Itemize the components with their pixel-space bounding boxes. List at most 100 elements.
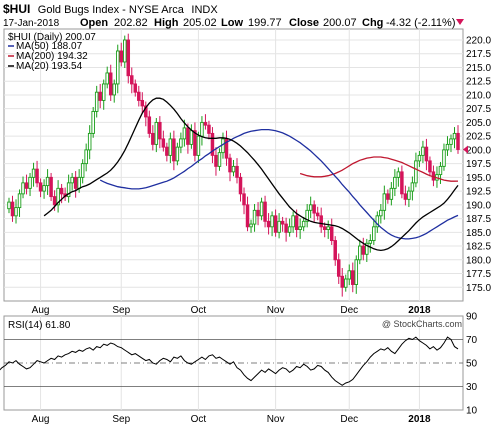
candle [133, 79, 138, 97]
candle-body [256, 209, 260, 217]
candle-body [315, 212, 320, 217]
candle [312, 200, 316, 223]
candle-body [203, 121, 208, 126]
candle [84, 143, 88, 172]
close-value: 200.07 [323, 17, 357, 29]
candle-body [175, 146, 180, 162]
price-x-tick: 2018 [408, 305, 431, 316]
rsi-y-tick: 90 [466, 312, 478, 323]
candle [445, 136, 450, 156]
rsi-x-tick: Sep [112, 414, 130, 425]
watermark: @ StockCharts.com [382, 319, 462, 329]
candle-body [10, 201, 15, 217]
candle-body [421, 146, 425, 156]
candle-body [379, 209, 383, 217]
candle-body [168, 138, 173, 156]
legend-ma20: MA(20) 193.54 [16, 61, 83, 72]
candle [245, 196, 250, 232]
candle [396, 167, 401, 187]
price-y-tick: 202.5 [466, 132, 491, 143]
candle [347, 264, 352, 286]
candle [24, 174, 29, 195]
candle [73, 171, 78, 198]
candle-body [154, 121, 159, 145]
candle-body [284, 223, 288, 233]
candle [277, 213, 281, 239]
index-name: Gold Bugs Index - NYSE Arca [38, 4, 185, 16]
candle-body [172, 138, 176, 162]
candle [252, 204, 257, 232]
candle [203, 114, 208, 130]
rsi-x-tick: Nov [267, 414, 285, 425]
candle-body [414, 160, 418, 184]
candle-body [221, 138, 225, 154]
candle-body [252, 209, 257, 225]
candlesticks [7, 33, 460, 297]
candle-body [301, 220, 306, 228]
candle [105, 66, 109, 89]
candle-body [137, 91, 141, 101]
candle [49, 172, 53, 201]
candle-body [305, 209, 309, 222]
candle [438, 161, 443, 184]
candle [358, 239, 362, 265]
candle-body [66, 182, 71, 198]
price-y-tick: 195.0 [466, 173, 491, 184]
change-down-icon [456, 19, 464, 25]
candle [403, 185, 408, 206]
candle-body [231, 165, 236, 173]
legend-ma50: MA(50) 188.07 [16, 41, 83, 52]
price-y-tick: 190.0 [466, 200, 491, 211]
candle [70, 172, 74, 191]
candle-body [403, 193, 408, 200]
candle [259, 197, 264, 221]
candle [319, 207, 323, 233]
candle-body [59, 187, 64, 195]
candle [112, 79, 116, 103]
candle-body [115, 50, 120, 85]
candle [147, 110, 152, 138]
candle-body [196, 135, 201, 156]
price-y-tick: 175.0 [466, 283, 491, 294]
rsi-x-tick: Dec [340, 414, 358, 425]
candle [186, 123, 190, 154]
candle [168, 132, 173, 164]
candle-body [193, 130, 197, 156]
candle [98, 83, 102, 109]
candle [389, 182, 394, 206]
candle-body [389, 187, 394, 200]
candle [291, 211, 295, 233]
candle [235, 158, 239, 184]
candle-body [105, 72, 109, 85]
candle [263, 195, 267, 228]
candle-body [249, 223, 253, 228]
chg-label: Chg [362, 17, 383, 29]
candle-body [126, 39, 131, 77]
candle [417, 150, 422, 167]
candle-body [393, 176, 397, 189]
high-label: High [154, 17, 179, 29]
candle [158, 116, 162, 149]
candle-body [382, 193, 387, 211]
candle [140, 92, 145, 114]
ma50-line [99, 128, 459, 240]
candle-body [245, 204, 250, 228]
candle-body [424, 146, 429, 162]
candle-body [375, 215, 380, 228]
price-y-tick: 212.5 [466, 77, 491, 88]
candle [179, 132, 183, 154]
candle [315, 206, 320, 221]
candle-body [42, 185, 46, 192]
candle-body [340, 275, 344, 288]
candle-body [452, 132, 457, 140]
price-x-tick: Sep [112, 305, 130, 316]
candle [172, 130, 176, 171]
candle [354, 255, 359, 294]
candle [238, 172, 243, 202]
candle-body [210, 132, 215, 156]
candle-body [445, 143, 450, 151]
price-y-tick: 210.0 [466, 90, 491, 101]
rsi-y-tick: 30 [466, 382, 478, 393]
candle-body [358, 245, 362, 261]
legend-price: $HUI (Daily) 200.07 [8, 32, 96, 43]
